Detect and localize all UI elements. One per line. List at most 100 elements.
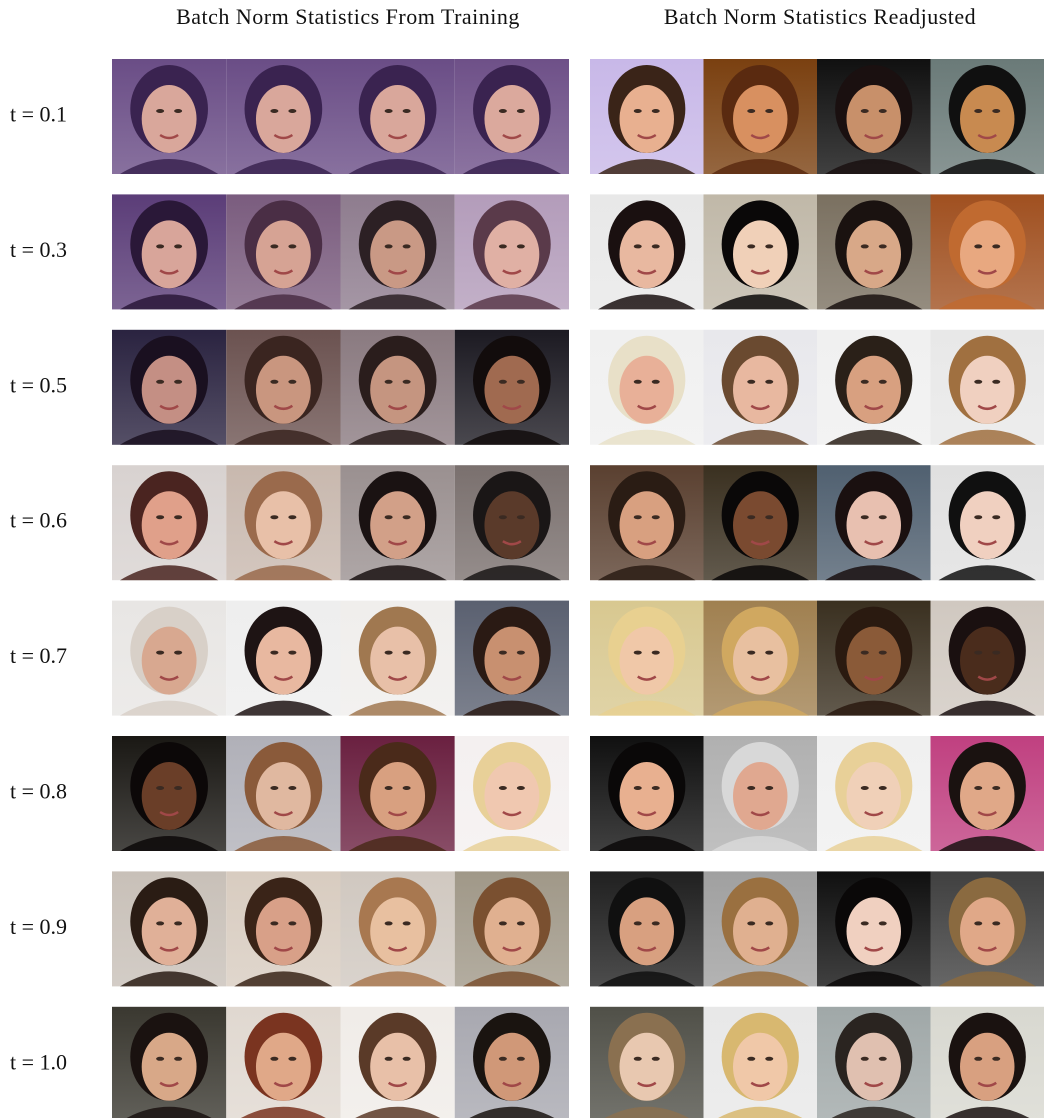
face [960, 355, 1015, 424]
mouth [750, 404, 770, 411]
face [255, 762, 311, 830]
shoulders [938, 836, 1036, 851]
eye [498, 1056, 507, 1061]
face [255, 491, 311, 560]
face [960, 220, 1015, 289]
shoulders [825, 159, 923, 174]
eye [974, 650, 983, 655]
shoulders [348, 429, 447, 445]
eye [765, 921, 774, 926]
eye [878, 786, 887, 790]
mouth [977, 133, 997, 140]
shoulders [355, 1106, 440, 1118]
eye [156, 244, 165, 249]
shoulders [234, 700, 333, 716]
eye [516, 650, 525, 655]
eye [402, 109, 411, 113]
shoulders [120, 836, 219, 851]
face-image [590, 194, 704, 310]
mouth [977, 269, 997, 275]
face [255, 355, 311, 424]
face [370, 491, 426, 560]
face [484, 355, 540, 424]
eye [498, 921, 507, 926]
face-image [703, 1006, 817, 1118]
face-image [340, 871, 455, 987]
mouth [750, 1081, 770, 1088]
eye [516, 515, 525, 520]
face [846, 220, 901, 289]
eye [860, 109, 869, 113]
face-image [703, 600, 817, 716]
eye [878, 650, 887, 655]
face [733, 355, 788, 424]
eye [402, 650, 411, 655]
shoulders [945, 1106, 1030, 1118]
face-image [817, 329, 931, 445]
eye [384, 786, 393, 790]
shoulders [598, 159, 696, 174]
mouth [159, 675, 179, 681]
mouth [977, 404, 997, 411]
eye [402, 244, 411, 249]
mouth [502, 810, 522, 817]
face-image [590, 329, 704, 445]
face [960, 626, 1015, 695]
row-label: t = 0.3 [10, 237, 67, 262]
eye [765, 650, 774, 655]
eye [633, 109, 642, 113]
shoulders [234, 971, 333, 987]
face-image [226, 736, 341, 851]
mouth [387, 810, 408, 817]
mouth [750, 269, 770, 275]
shoulders [348, 971, 447, 987]
face [846, 626, 901, 695]
face [960, 491, 1015, 560]
eye [992, 650, 1001, 655]
mouth [750, 810, 770, 817]
face [370, 1032, 426, 1101]
eye [498, 650, 507, 655]
eye [747, 379, 756, 384]
shoulders [718, 1106, 803, 1118]
shoulders [598, 429, 696, 445]
face [255, 897, 311, 966]
face-image [930, 329, 1044, 445]
shoulders [825, 971, 923, 987]
mouth [273, 810, 294, 817]
eye [384, 515, 393, 520]
shoulders [462, 565, 561, 581]
mouth [864, 133, 884, 140]
face [484, 85, 540, 153]
face [141, 626, 197, 695]
face-image [454, 59, 569, 174]
face [846, 491, 901, 560]
row-label: t = 0.7 [10, 643, 67, 668]
eye [174, 109, 183, 113]
shoulders [120, 565, 219, 581]
eye [156, 379, 165, 384]
mouth [387, 404, 408, 411]
face [484, 220, 540, 289]
shoulders [598, 836, 696, 851]
eye [765, 515, 774, 520]
shoulders [234, 565, 333, 581]
face-image [454, 329, 569, 445]
face-image [817, 1006, 931, 1118]
face [141, 897, 197, 966]
face-image [930, 871, 1044, 987]
face [619, 491, 674, 560]
eye [974, 109, 983, 113]
mouth [387, 946, 408, 952]
shoulders [711, 700, 809, 716]
face-image [930, 465, 1044, 581]
shoulders [711, 159, 809, 174]
face-image [340, 1006, 455, 1118]
eye [651, 515, 660, 520]
eye [270, 650, 279, 655]
eye [765, 379, 774, 384]
face-image [112, 871, 227, 987]
face [255, 1032, 311, 1101]
column-header: Batch Norm Statistics Readjusted [664, 4, 976, 29]
eye [174, 921, 183, 926]
